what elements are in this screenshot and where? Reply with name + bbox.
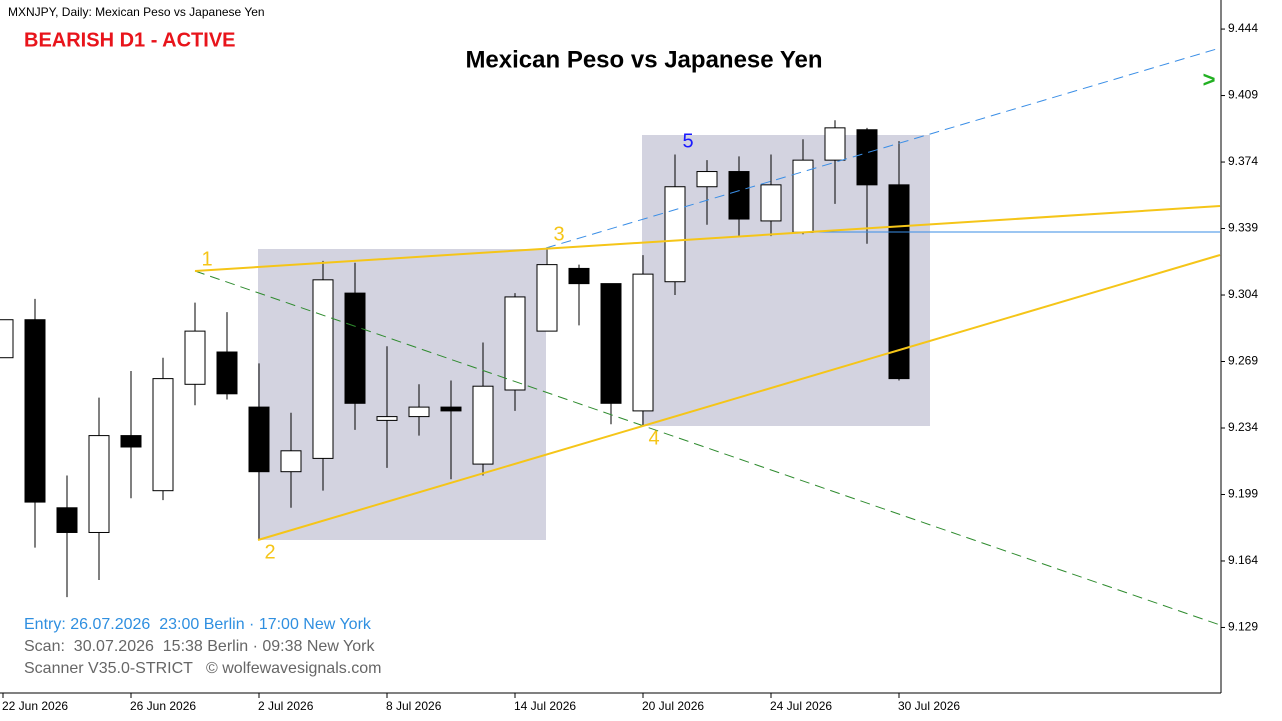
candle-body [216,351,238,395]
candle-body [440,406,462,412]
x-tick-label: 8 Jul 2026 [386,699,442,713]
candle-body [856,129,878,186]
y-tick-label: 9.304 [1228,287,1258,301]
trend-line [194,270,1221,626]
wave-label: 1 [201,248,212,270]
status: BEARISH D1 - ACTIVE [24,29,236,51]
candle-body [760,184,782,222]
x-tick-label: 26 Jun 2026 [130,699,196,713]
candle-body [536,264,558,332]
candle-body [792,159,814,233]
footer-line: Entry: 26.07.2026 23:00 Berlin · 17:00 N… [24,616,372,633]
x-tick-label: 22 Jun 2026 [2,699,68,713]
candle-body [312,279,334,459]
target-line [545,47,1221,249]
y-tick-label: 9.409 [1228,88,1258,102]
y-tick-label: 9.269 [1228,354,1258,368]
y-tick-label: 9.339 [1228,221,1258,235]
candle-body [88,435,110,533]
x-tick-label: 24 Jul 2026 [770,699,832,713]
x-tick-label: 30 Jul 2026 [898,699,960,713]
candle-body [24,319,46,503]
candle-body [248,406,270,473]
x-tick-label: 14 Jul 2026 [514,699,576,713]
x-tick-label: 20 Jul 2026 [642,699,704,713]
candle-body [472,385,494,465]
x-tick-label: 2 Jul 2026 [258,699,314,713]
signal: > [1203,67,1216,92]
candle-body [632,273,654,412]
candle-body [568,267,590,285]
y-tick-label: 9.129 [1228,620,1258,634]
candle-body [376,416,398,421]
candle-body [888,184,910,380]
y-tick-label: 9.199 [1228,487,1258,501]
candle-body [504,296,526,391]
candle-body [0,319,14,359]
candle-body [664,186,686,283]
y-tick-label: 9.164 [1228,553,1258,567]
pattern-box [642,135,930,426]
y-tick-label: 9.374 [1228,154,1258,168]
wedge-line [194,205,1221,272]
wave-label: 4 [648,427,659,449]
candle-body [184,330,206,385]
y-tick-label: 9.444 [1228,21,1258,35]
candle-body [152,378,174,492]
candle-body [120,435,142,448]
chart-title: Mexican Peso vs Japanese Yen [465,46,822,73]
wedge-line [257,254,1221,541]
wave-label: 3 [553,223,564,245]
pattern-box [258,249,546,540]
candle-body [344,292,366,404]
wave-label: 2 [264,541,275,563]
candle-body [600,283,622,404]
candle-body [280,450,302,473]
candle-body [696,171,718,188]
footer-line: Scan: 30.07.2026 15:38 Berlin · 09:38 Ne… [24,638,375,655]
candles [0,120,910,598]
wave-label: 5 [682,130,693,152]
candle-body [408,406,430,418]
candle-body [56,507,78,533]
y-tick-label: 9.234 [1228,420,1258,434]
footer-line: Scanner V35.0-STRICT © wolfewavesignals.… [24,660,381,677]
candle-body [824,127,846,161]
candle-body [728,171,750,220]
header: MXNJPY, Daily: Mexican Peso vs Japanese … [8,5,265,19]
